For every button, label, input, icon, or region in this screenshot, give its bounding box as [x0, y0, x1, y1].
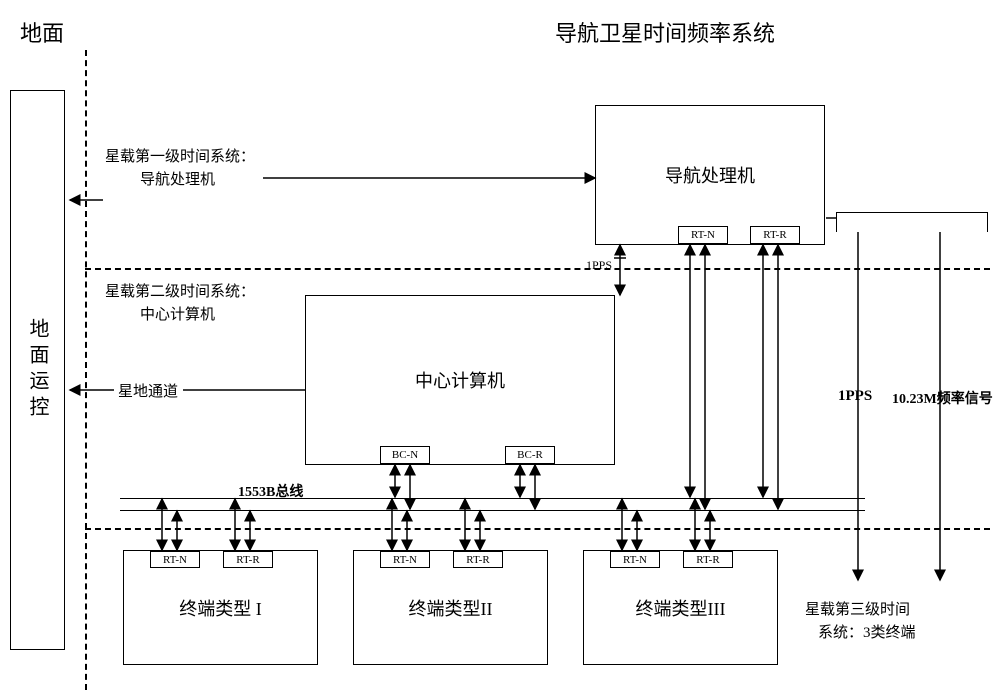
pps-right-label: 1PPS: [838, 388, 872, 405]
level3-desc-line1: 星载第三级时间: [805, 598, 910, 619]
ground-control-box: 地面运控: [10, 90, 65, 650]
nav-processor-box: 导航处理机: [595, 105, 825, 245]
bus-line-top: [120, 498, 865, 499]
level3-desc-line2: 系统：3类终端: [818, 621, 916, 642]
sep-level1-2: [85, 268, 990, 270]
ground-title: 地面: [20, 16, 64, 48]
signal-outer-box: [836, 212, 988, 232]
terminal3-title: 终端类型III: [636, 595, 726, 621]
level1-desc-line1: 星载第一级时间系统：: [105, 145, 255, 166]
center-computer-title: 中心计算机: [415, 367, 505, 393]
freq-label: 10.23M频率信号: [892, 388, 993, 408]
t2-rt-r: RT-R: [453, 551, 503, 568]
terminal1-title: 终端类型 I: [179, 595, 262, 621]
ground-satellite-separator: [85, 50, 87, 690]
t3-rt-n: RT-N: [610, 551, 660, 568]
t2-rt-n: RT-N: [380, 551, 430, 568]
ground-control-label: 地面运控: [23, 318, 52, 422]
nav-rt-r: RT-R: [750, 226, 800, 244]
bus-line-bottom: [120, 510, 865, 511]
system-title: 导航卫星时间频率系统: [555, 16, 775, 48]
terminal2-title: 终端类型II: [409, 595, 493, 621]
pps-inner-label: 1PPS: [586, 258, 612, 273]
bc-n: BC-N: [380, 446, 430, 464]
level2-desc-line1: 星载第二级时间系统：: [105, 280, 255, 301]
t3-rt-r: RT-R: [683, 551, 733, 568]
channel-label: 星地通道: [118, 380, 178, 401]
t1-rt-r: RT-R: [223, 551, 273, 568]
nav-rt-n: RT-N: [678, 226, 728, 244]
bc-r: BC-R: [505, 446, 555, 464]
t1-rt-n: RT-N: [150, 551, 200, 568]
sep-level2-3: [85, 528, 990, 530]
level2-desc-line2: 中心计算机: [140, 303, 215, 324]
level1-desc-line2: 导航处理机: [140, 168, 215, 189]
center-computer-box: 中心计算机: [305, 295, 615, 465]
nav-processor-title: 导航处理机: [665, 162, 755, 188]
